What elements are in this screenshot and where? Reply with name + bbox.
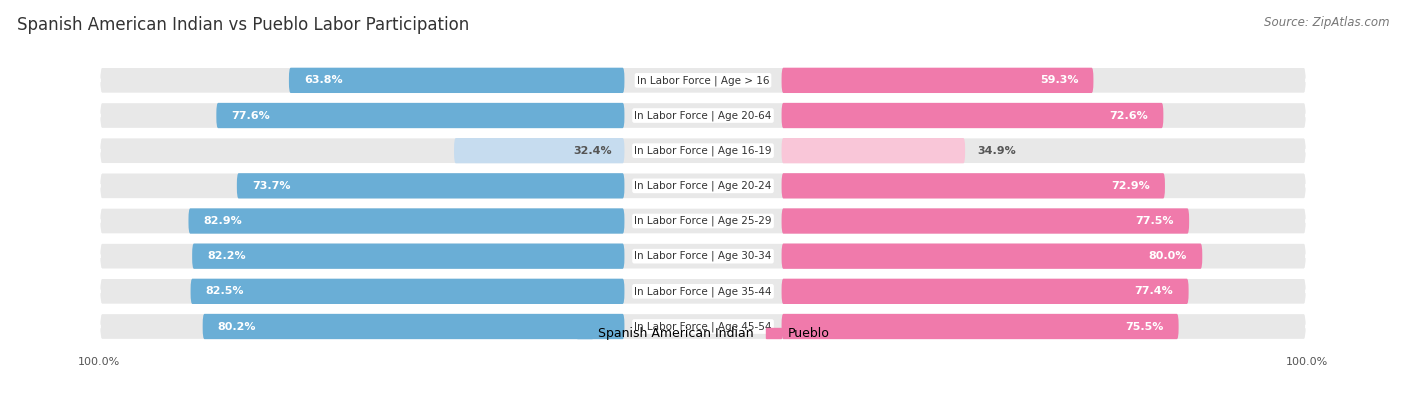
Text: 63.8%: 63.8% (304, 75, 343, 85)
FancyBboxPatch shape (782, 279, 1188, 304)
Text: 32.4%: 32.4% (574, 146, 613, 156)
FancyBboxPatch shape (98, 137, 1308, 165)
Text: 77.6%: 77.6% (232, 111, 270, 120)
FancyBboxPatch shape (782, 173, 1166, 199)
Text: 73.7%: 73.7% (252, 181, 291, 191)
Text: 72.6%: 72.6% (1109, 111, 1149, 120)
FancyBboxPatch shape (782, 138, 965, 164)
FancyBboxPatch shape (98, 207, 1308, 235)
FancyBboxPatch shape (782, 208, 1189, 234)
Text: 77.5%: 77.5% (1136, 216, 1174, 226)
FancyBboxPatch shape (782, 103, 1163, 128)
FancyBboxPatch shape (193, 243, 624, 269)
FancyBboxPatch shape (98, 66, 1308, 94)
Legend: Spanish American Indian, Pueblo: Spanish American Indian, Pueblo (574, 324, 832, 344)
FancyBboxPatch shape (782, 243, 1202, 269)
FancyBboxPatch shape (202, 314, 624, 339)
Text: 72.9%: 72.9% (1111, 181, 1150, 191)
Text: 80.2%: 80.2% (218, 322, 256, 331)
Text: In Labor Force | Age 45-54: In Labor Force | Age 45-54 (634, 321, 772, 332)
FancyBboxPatch shape (782, 314, 1178, 339)
FancyBboxPatch shape (236, 173, 624, 199)
Text: In Labor Force | Age > 16: In Labor Force | Age > 16 (637, 75, 769, 86)
Text: 75.5%: 75.5% (1125, 322, 1164, 331)
Text: In Labor Force | Age 35-44: In Labor Force | Age 35-44 (634, 286, 772, 297)
Text: 34.9%: 34.9% (977, 146, 1017, 156)
Text: 59.3%: 59.3% (1040, 75, 1078, 85)
FancyBboxPatch shape (98, 172, 1308, 200)
FancyBboxPatch shape (188, 208, 624, 234)
FancyBboxPatch shape (98, 242, 1308, 270)
Text: Source: ZipAtlas.com: Source: ZipAtlas.com (1264, 16, 1389, 29)
Text: Spanish American Indian vs Pueblo Labor Participation: Spanish American Indian vs Pueblo Labor … (17, 16, 470, 34)
Text: In Labor Force | Age 20-24: In Labor Force | Age 20-24 (634, 181, 772, 191)
FancyBboxPatch shape (191, 279, 624, 304)
FancyBboxPatch shape (288, 68, 624, 93)
Text: 82.5%: 82.5% (205, 286, 245, 296)
Text: 77.4%: 77.4% (1135, 286, 1174, 296)
Text: In Labor Force | Age 25-29: In Labor Force | Age 25-29 (634, 216, 772, 226)
FancyBboxPatch shape (782, 68, 1094, 93)
Text: 80.0%: 80.0% (1149, 251, 1187, 261)
Text: In Labor Force | Age 20-64: In Labor Force | Age 20-64 (634, 110, 772, 121)
Text: In Labor Force | Age 16-19: In Labor Force | Age 16-19 (634, 145, 772, 156)
FancyBboxPatch shape (98, 277, 1308, 305)
Text: 82.2%: 82.2% (207, 251, 246, 261)
FancyBboxPatch shape (217, 103, 624, 128)
FancyBboxPatch shape (454, 138, 624, 164)
FancyBboxPatch shape (98, 102, 1308, 130)
FancyBboxPatch shape (98, 312, 1308, 340)
Text: 82.9%: 82.9% (204, 216, 242, 226)
Text: In Labor Force | Age 30-34: In Labor Force | Age 30-34 (634, 251, 772, 261)
